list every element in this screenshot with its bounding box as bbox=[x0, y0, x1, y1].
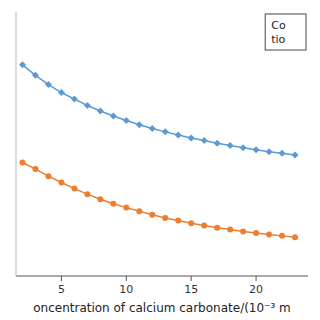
series-marker bbox=[162, 215, 168, 221]
series-marker bbox=[45, 81, 52, 88]
plot-area bbox=[19, 61, 299, 240]
x-tick-label: 5 bbox=[58, 283, 65, 296]
series-marker bbox=[253, 146, 260, 153]
series-marker bbox=[58, 180, 64, 186]
series-marker bbox=[188, 134, 195, 141]
series-marker bbox=[279, 233, 285, 239]
series-marker bbox=[71, 186, 77, 192]
series-line bbox=[22, 65, 295, 155]
series-line bbox=[22, 162, 295, 237]
series-marker bbox=[149, 125, 156, 132]
series-marker bbox=[84, 102, 91, 109]
x-axis-label: oncentration of calcium carbonate/(10⁻³ … bbox=[33, 301, 291, 315]
series-marker bbox=[188, 220, 194, 226]
series-marker bbox=[32, 72, 39, 79]
series-marker bbox=[136, 121, 143, 128]
series-marker bbox=[214, 140, 221, 147]
series-marker bbox=[292, 152, 299, 159]
series-marker bbox=[58, 89, 65, 96]
series-marker bbox=[45, 173, 51, 179]
series-marker bbox=[253, 230, 259, 236]
annotation-box bbox=[265, 14, 306, 50]
series-marker bbox=[136, 208, 142, 214]
x-tick bbox=[61, 276, 62, 281]
series-marker bbox=[214, 225, 220, 231]
series-marker bbox=[123, 117, 130, 124]
series-marker bbox=[19, 61, 26, 68]
series-marker bbox=[123, 205, 129, 211]
series-marker bbox=[162, 128, 169, 135]
annotation-line: Co bbox=[271, 19, 286, 32]
y-axis-line bbox=[16, 12, 17, 276]
series-marker bbox=[201, 137, 208, 144]
series-marker bbox=[97, 196, 103, 202]
annotation-line: tio bbox=[271, 33, 285, 46]
series-marker bbox=[279, 150, 286, 157]
x-tick bbox=[191, 276, 192, 281]
x-tick bbox=[256, 276, 257, 281]
series-marker bbox=[201, 223, 207, 229]
x-tick-label: 10 bbox=[119, 283, 133, 296]
x-tick-label: 20 bbox=[249, 283, 263, 296]
series-marker bbox=[227, 142, 234, 149]
annotation: Cotio bbox=[271, 19, 286, 46]
series-marker bbox=[227, 227, 233, 233]
series-marker bbox=[84, 191, 90, 197]
chart: 5 10 15 20 oncentration of calcium carbonate… bbox=[0, 0, 320, 320]
x-tick-label: 15 bbox=[184, 283, 198, 296]
series-marker bbox=[149, 212, 155, 218]
series-marker bbox=[175, 132, 182, 139]
series-marker bbox=[266, 148, 273, 155]
series-marker bbox=[71, 96, 78, 103]
series-marker bbox=[292, 234, 298, 240]
series-marker bbox=[32, 166, 38, 172]
series-marker bbox=[240, 228, 246, 234]
series-marker bbox=[110, 113, 117, 120]
series-marker bbox=[240, 144, 247, 151]
series-marker bbox=[110, 201, 116, 207]
series-marker bbox=[266, 232, 272, 238]
series-marker bbox=[175, 218, 181, 224]
x-tick bbox=[126, 276, 127, 281]
x-axis-line bbox=[16, 276, 308, 277]
series-marker bbox=[97, 108, 104, 115]
series-marker bbox=[19, 159, 25, 165]
